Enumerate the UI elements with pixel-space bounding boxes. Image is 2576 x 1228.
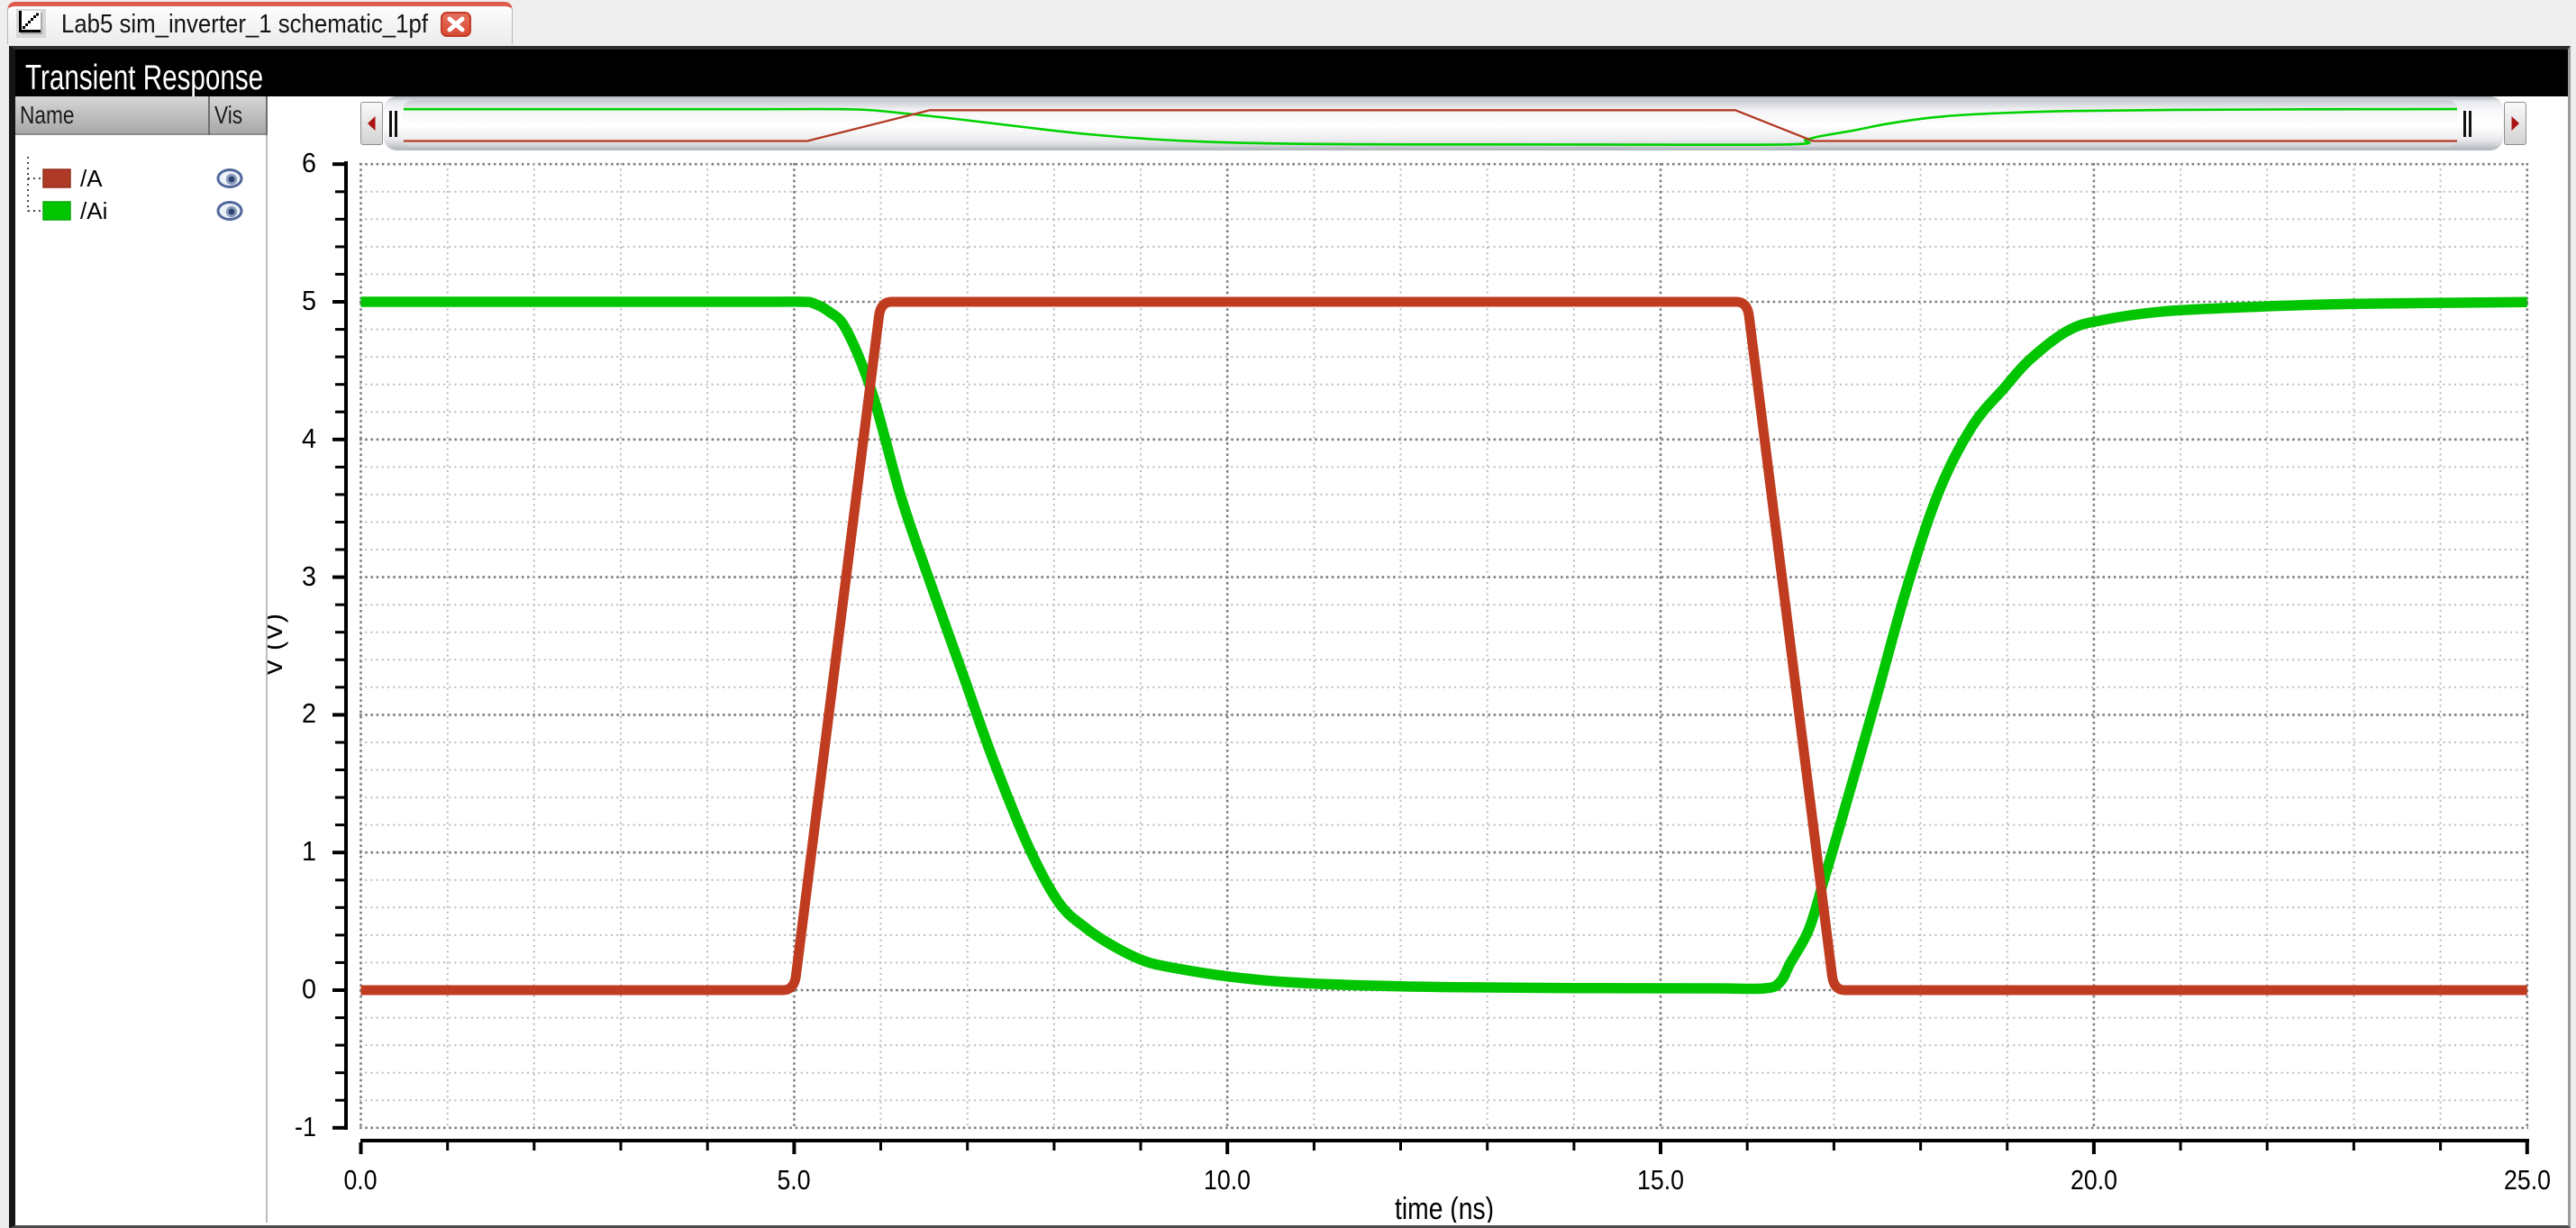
- svg-text:1: 1: [302, 835, 316, 867]
- svg-text:20.0: 20.0: [2071, 1164, 2117, 1196]
- svg-text:0.0: 0.0: [344, 1164, 378, 1196]
- svg-text:2: 2: [302, 697, 316, 729]
- svg-text:5.0: 5.0: [778, 1164, 811, 1196]
- svg-text:25.0: 25.0: [2504, 1164, 2551, 1196]
- svg-text:6: 6: [302, 147, 316, 178]
- svg-text:0: 0: [302, 973, 316, 1005]
- svg-text:5: 5: [302, 285, 316, 316]
- svg-text:V (V): V (V): [268, 614, 288, 677]
- svg-text:3: 3: [302, 560, 316, 592]
- svg-text:-1: -1: [295, 1111, 316, 1142]
- svg-text:4: 4: [302, 423, 316, 454]
- svg-text:10.0: 10.0: [1204, 1164, 1251, 1196]
- svg-text:time (ns): time (ns): [1395, 1192, 1494, 1223]
- svg-text:/A: /A: [80, 165, 103, 192]
- svg-text:/Ai: /Ai: [80, 197, 107, 224]
- svg-text:15.0: 15.0: [1637, 1164, 1684, 1196]
